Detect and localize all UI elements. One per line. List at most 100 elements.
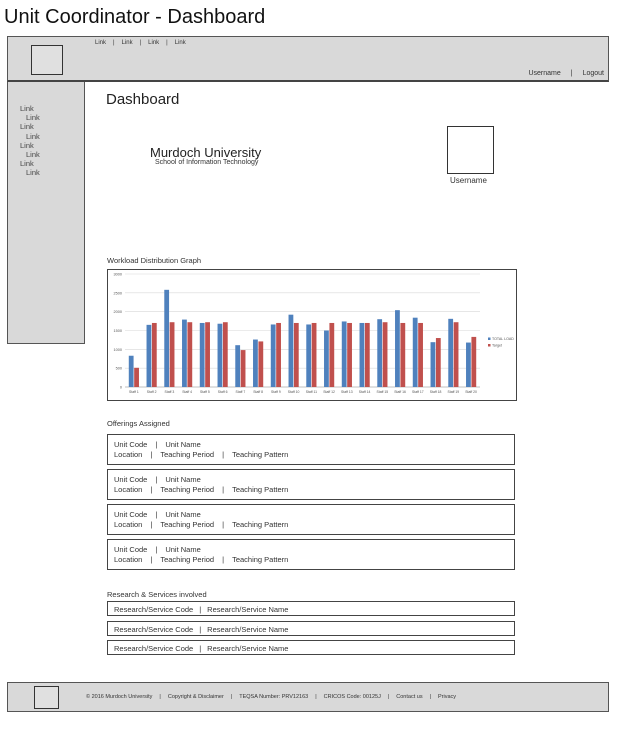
x-tick-label: Staff 8 <box>253 390 263 394</box>
logout-link[interactable]: Logout <box>582 70 604 77</box>
bar-target <box>382 322 388 387</box>
bar-total-load <box>146 324 152 387</box>
teaching-pattern: Teaching Pattern <box>232 555 289 564</box>
nav-link[interactable]: Link <box>95 40 107 46</box>
y-tick-label: 0 <box>120 386 122 390</box>
footer-teqsa: TEQSA Number: PRV12163 <box>239 694 309 700</box>
sidebar-sublink[interactable]: Link <box>26 113 40 123</box>
bar-target <box>311 322 317 387</box>
bar-target <box>205 322 210 387</box>
offering-card[interactable]: Unit Code | Unit Name Location | Teaching Pe… <box>107 504 515 535</box>
bar-target <box>187 322 193 387</box>
bar-total-load <box>306 324 312 387</box>
x-tick-label: Staff 20 <box>465 390 477 394</box>
bar-total-load <box>341 321 347 387</box>
header-bar: Link | Link | Link | Link Username | Logout <box>7 36 609 82</box>
bar-total-load <box>359 322 365 387</box>
nav-link[interactable]: Link <box>148 40 160 46</box>
bar-total-load <box>164 289 170 387</box>
x-tick-label: Staff 18 <box>430 390 442 394</box>
bar-total-load <box>217 323 223 387</box>
bar-total-load <box>199 322 205 387</box>
research-name: Research/Service Name <box>207 605 289 614</box>
bar-target <box>169 322 175 387</box>
research-code: Research/Service Code <box>114 625 194 634</box>
research-heading: Research & Services involved <box>107 590 207 599</box>
x-tick-label: Staff 10 <box>288 390 300 394</box>
bar-total-load <box>448 318 454 387</box>
bar-total-load <box>377 319 383 387</box>
footer-logo-placeholder[interactable] <box>34 686 59 709</box>
bar-target <box>151 322 157 387</box>
bar-total-load <box>466 342 471 387</box>
location: Location <box>114 520 143 529</box>
bar-total-load <box>412 317 418 387</box>
x-tick-label: Staff 11 <box>306 390 317 394</box>
bar-total-load <box>270 324 276 387</box>
bar-total-load <box>253 339 258 387</box>
nav-link[interactable]: Link <box>121 40 133 46</box>
offerings-heading: Offerings Assigned <box>107 419 170 428</box>
avatar[interactable] <box>447 126 494 174</box>
teaching-period: Teaching Period <box>160 450 215 459</box>
teaching-period: Teaching Period <box>160 555 215 564</box>
x-tick-label: Staff 4 <box>182 390 192 394</box>
location: Location <box>114 485 143 494</box>
research-code: Research/Service Code <box>114 644 194 653</box>
bar-total-load <box>288 314 294 387</box>
workload-chart-frame: 0 500 1000 1500 2000 2500 3000 Staff 1 Staff 2 St… <box>107 269 517 401</box>
x-tick-label: Staff 17 <box>412 390 424 394</box>
bar-target <box>329 322 335 387</box>
teaching-period: Teaching Period <box>160 520 215 529</box>
username-link[interactable]: Username <box>528 70 561 77</box>
bar-target <box>471 336 477 387</box>
sidebar-sublink[interactable]: Link <box>26 131 40 141</box>
footer-links: © 2016 Murdoch University | Copyright & D… <box>86 694 457 700</box>
research-row[interactable]: Research/Service Code | Research/Service N… <box>107 621 515 636</box>
sidebar-link[interactable]: Link <box>20 104 34 113</box>
sidebar: Link Link Link Link Link Link Link Link <box>7 82 85 344</box>
sidebar-link[interactable]: Link <box>20 122 34 132</box>
user-links: Username | Logout <box>528 70 604 77</box>
y-tick-label: 2000 <box>114 310 122 314</box>
footer-link-disclaimer[interactable]: Copyright & Disclaimer <box>167 694 224 700</box>
research-row[interactable]: Research/Service Code | Research/Service N… <box>107 601 515 616</box>
research-row[interactable]: Research/Service Code | Research/Service N… <box>107 640 515 655</box>
bar-target <box>347 322 352 387</box>
nav-link[interactable]: Link <box>174 40 186 46</box>
unit-code: Unit Code <box>114 510 148 519</box>
bar-total-load <box>395 310 400 387</box>
footer-copyright: © 2016 Murdoch University <box>86 694 153 700</box>
footer-bar: © 2016 Murdoch University | Copyright & D… <box>7 682 609 712</box>
sidebar-link[interactable]: Link <box>20 159 34 169</box>
teaching-pattern: Teaching Pattern <box>232 450 289 459</box>
offering-card[interactable]: Unit Code | Unit Name Location | Teaching Pe… <box>107 469 515 500</box>
legend-label: TOTAL LOAD <box>492 337 514 341</box>
legend-swatch <box>488 337 491 340</box>
x-tick-label: Staff 7 <box>236 390 246 394</box>
y-tick-label: 3000 <box>114 273 122 277</box>
legend-swatch <box>488 344 491 347</box>
research-code: Research/Service Code <box>114 605 194 614</box>
x-tick-label: Staff 2 <box>147 390 157 394</box>
x-tick-label: Staff 5 <box>200 390 210 394</box>
sidebar-sublink[interactable]: Link <box>26 168 40 178</box>
offering-card[interactable]: Unit Code | Unit Name Location | Teaching Pe… <box>107 434 515 465</box>
unit-name: Unit Name <box>165 440 201 449</box>
sidebar-sublink[interactable]: Link <box>26 150 40 160</box>
footer-link-contact[interactable]: Contact us <box>396 694 423 700</box>
university-name: Murdoch University <box>150 145 262 160</box>
logo-placeholder[interactable] <box>31 45 63 75</box>
graph-heading: Workload Distribution Graph <box>107 256 202 265</box>
unit-code: Unit Code <box>114 545 148 554</box>
sidebar-link[interactable]: Link <box>20 140 34 150</box>
x-tick-label: Staff 9 <box>271 390 281 394</box>
bar-target <box>400 322 406 387</box>
footer-link-privacy[interactable]: Privacy <box>438 694 457 700</box>
location: Location <box>114 450 143 459</box>
bar-target <box>364 322 370 387</box>
footer-cricos: CRICOS Code: 00125J <box>323 694 381 700</box>
x-tick-label: Staff 14 <box>359 390 371 394</box>
x-tick-label: Staff 3 <box>165 390 175 394</box>
offering-card[interactable]: Unit Code | Unit Name Location | Teaching Pe… <box>107 539 515 570</box>
